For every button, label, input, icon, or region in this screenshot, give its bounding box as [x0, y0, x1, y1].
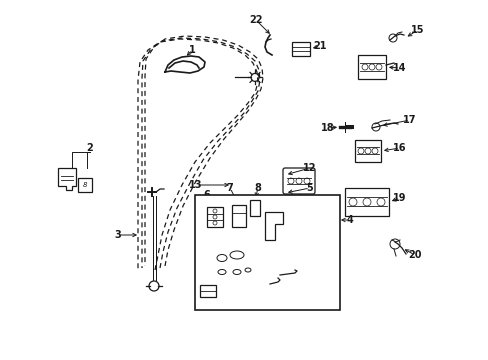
Text: 16: 16	[392, 143, 406, 153]
Bar	[78, 178, 92, 192]
Text: 17: 17	[403, 115, 416, 125]
Text: 9: 9	[306, 200, 313, 210]
FancyBboxPatch shape	[283, 168, 314, 194]
Text: 11: 11	[303, 267, 316, 277]
Bar	[291, 42, 309, 56]
Text: 22: 22	[249, 15, 262, 25]
Bar	[206, 207, 223, 227]
Text: 3: 3	[114, 230, 121, 240]
Bar	[249, 200, 260, 216]
Text: 21: 21	[313, 41, 326, 51]
Text: 4: 4	[346, 215, 353, 225]
Text: 10: 10	[261, 235, 274, 245]
Text: 12: 12	[303, 163, 316, 173]
Text: 14: 14	[392, 63, 406, 73]
Text: 20: 20	[407, 250, 421, 260]
Polygon shape	[264, 212, 283, 240]
Polygon shape	[58, 168, 76, 190]
FancyBboxPatch shape	[357, 55, 385, 79]
FancyBboxPatch shape	[345, 188, 388, 216]
Text: 5: 5	[306, 183, 313, 193]
Bar	[200, 285, 216, 297]
Ellipse shape	[229, 251, 244, 259]
Text: 15: 15	[410, 25, 424, 35]
Text: 8: 8	[254, 183, 261, 193]
Ellipse shape	[244, 268, 250, 272]
Text: 19: 19	[392, 193, 406, 203]
Bar	[231, 205, 245, 227]
Ellipse shape	[217, 255, 226, 261]
Text: 13: 13	[189, 180, 203, 190]
Text: 8: 8	[82, 182, 87, 188]
Text: 18: 18	[321, 123, 334, 133]
Ellipse shape	[218, 270, 225, 274]
Text: 2: 2	[86, 143, 93, 153]
Text: 7: 7	[226, 183, 233, 193]
Text: 6: 6	[203, 190, 210, 200]
Ellipse shape	[232, 270, 241, 274]
Text: 1: 1	[188, 45, 195, 55]
Bar	[195, 195, 339, 310]
FancyBboxPatch shape	[354, 140, 380, 162]
